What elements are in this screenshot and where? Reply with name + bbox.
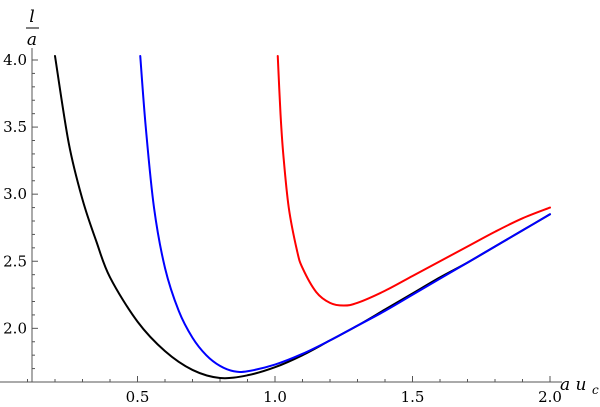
y-tick-label: 2.0 (3, 319, 27, 337)
series-line-black (54, 54, 551, 380)
y-axis-label-numerator: l (29, 7, 34, 27)
series-line-red (276, 54, 551, 307)
y-tick-label: 4.0 (3, 51, 27, 69)
axes (0, 48, 562, 383)
y-axis-label: l a (26, 7, 39, 50)
x-axis-label: a u c (560, 375, 599, 397)
ticks: 0.5 1.0 1.5 2.0 2.0 2.5 3.0 3.5 4.0 (3, 51, 562, 406)
x-axis-label-subscript: c (592, 383, 599, 397)
y-tick-label: 3.0 (3, 185, 27, 203)
x-axis-label-main: a u (560, 375, 587, 395)
series-line-blue (139, 54, 551, 374)
y-tick-label: 3.5 (3, 118, 27, 136)
x-tick-label: 2.0 (538, 388, 562, 406)
x-tick-label: 1.0 (263, 388, 287, 406)
y-axis-label-denominator: a (27, 30, 37, 50)
series-group (54, 54, 551, 380)
y-tick-label: 2.5 (3, 252, 27, 270)
x-tick-label: 0.5 (126, 388, 150, 406)
x-tick-label: 1.5 (401, 388, 425, 406)
